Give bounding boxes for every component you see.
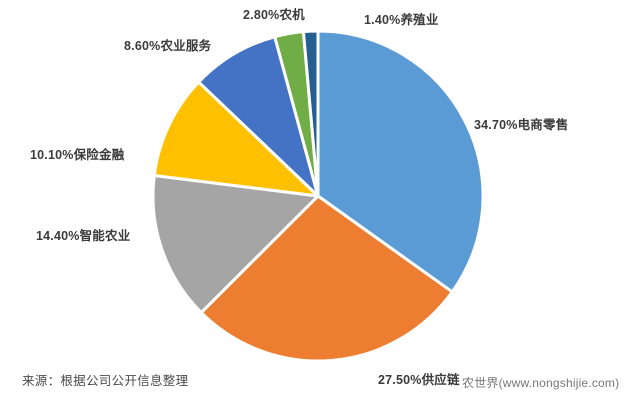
pie-label-breeding: 1.40%养殖业 [364, 13, 439, 27]
source-note: 来源：根据公司公开信息整理 [22, 374, 189, 388]
pie-label-machinery: 2.80%农机 [243, 8, 305, 22]
pie-slice-group [151, 29, 485, 363]
pie-slice-6 [301, 29, 320, 198]
pie-slice-0 [316, 29, 485, 294]
pie-label-ecommerce: 34.70%电商零售 [474, 118, 569, 132]
pie-slice-4 [197, 35, 320, 198]
pie-label-insurance-finance: 10.10%保险金融 [30, 148, 125, 162]
pie-slice-2 [151, 173, 320, 315]
pie-label-supplychain: 27.50%供应链 [378, 373, 460, 387]
pie-slice-1 [199, 194, 454, 363]
site-watermark: 农世界(www.nongshijie.com) [462, 376, 620, 390]
pie-label-agriculture-service: 8.60%农业服务 [124, 39, 212, 53]
pie-label-smart-agriculture: 14.40%智能农业 [36, 229, 131, 243]
pie-slice-3 [152, 80, 320, 198]
